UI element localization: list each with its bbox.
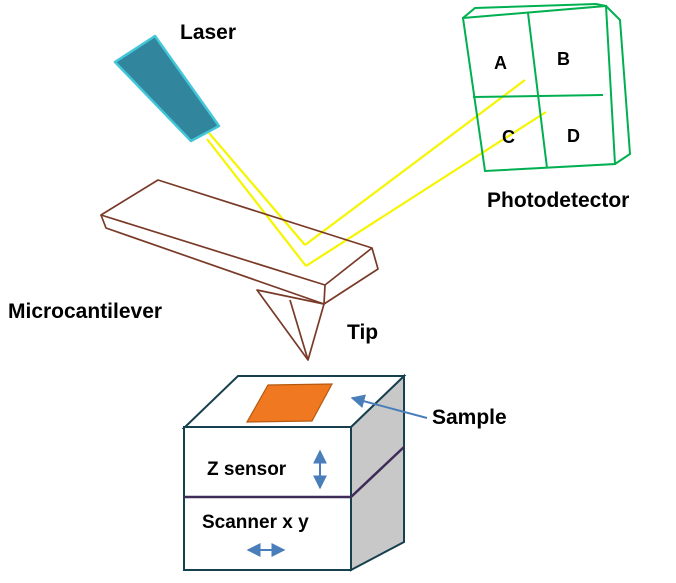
sample-icon	[245, 383, 334, 423]
z-sensor-label: Z sensor	[207, 459, 287, 480]
photodetector-icon	[461, 2, 632, 173]
sample-label: Sample	[432, 406, 507, 429]
scanner-label: Scanner x y	[202, 512, 309, 533]
quadrant-a-label: A	[494, 53, 507, 73]
pointer-arrow-icon	[350, 394, 428, 419]
beam-reflected-1	[304, 79, 526, 246]
laser-source-icon	[113, 34, 221, 143]
scanner-stage	[181, 373, 407, 572]
quadrant-d-label: D	[567, 126, 580, 146]
stage-front-face	[183, 426, 352, 571]
quadrant-c-label: C	[502, 127, 515, 147]
laser-beam	[206, 79, 547, 267]
photodetector-label: Photodetector	[487, 189, 629, 212]
laser-label: Laser	[180, 21, 236, 44]
beam-incident-2	[206, 138, 307, 267]
quadrant-b-label: B	[557, 49, 570, 69]
microcantilever-label: Microcantilever	[8, 300, 162, 323]
tip-label: Tip	[347, 321, 378, 344]
tip-icon	[256, 289, 325, 361]
microcantilever-icon	[100, 179, 379, 361]
stage-divider-side	[350, 446, 405, 498]
beam-incident-1	[208, 132, 306, 246]
